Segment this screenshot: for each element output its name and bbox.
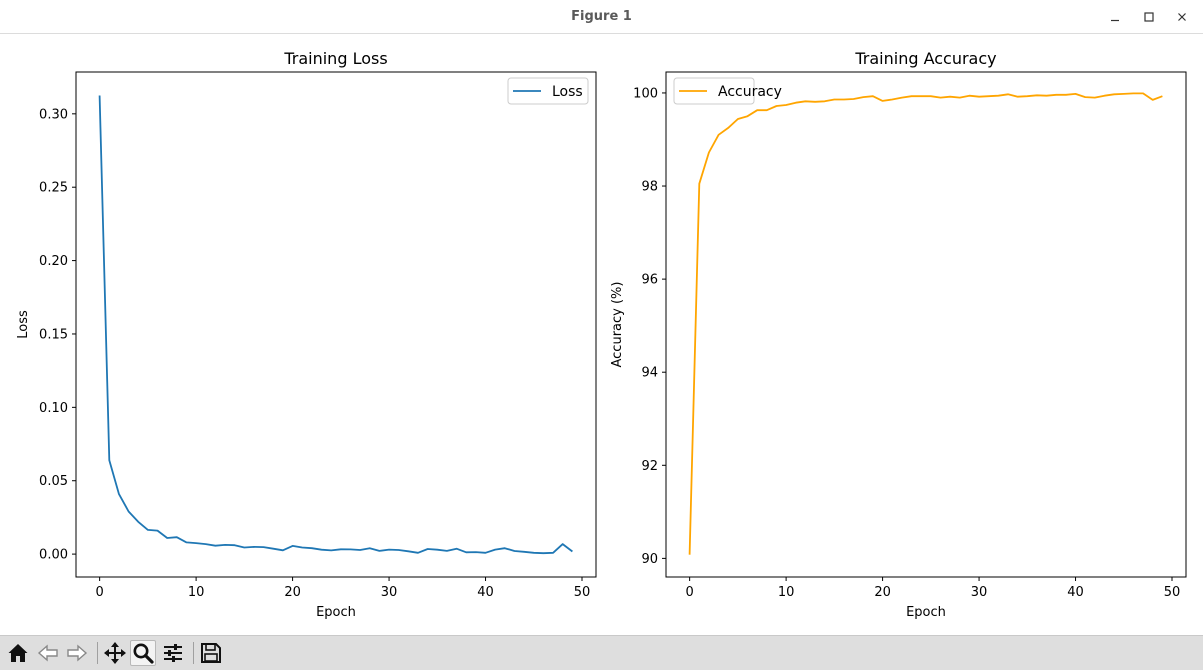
chart2-xtick-label: 0 bbox=[685, 585, 693, 600]
chart2-ytick-label: 92 bbox=[641, 459, 658, 474]
chart1-xtick-label: 20 bbox=[284, 585, 301, 600]
maximize-icon[interactable] bbox=[1138, 6, 1160, 28]
chart1-xlabel: Epoch bbox=[316, 605, 356, 620]
chart1-axes-frame bbox=[75, 71, 597, 578]
chart2-xtick-label: 40 bbox=[1067, 585, 1084, 600]
chart1-series-line-loss bbox=[98, 95, 573, 555]
chart1-legend-box bbox=[507, 77, 589, 105]
navigation-toolbar bbox=[0, 635, 1203, 670]
zoom-icon[interactable] bbox=[130, 640, 156, 666]
save-icon[interactable] bbox=[198, 640, 224, 666]
chart2-xtick-label: 50 bbox=[1164, 585, 1181, 600]
chart1-ytick-label: 0.15 bbox=[39, 327, 68, 342]
chart2-xlabel: Epoch bbox=[906, 605, 946, 620]
chart2-ytick-label: 90 bbox=[641, 552, 658, 567]
chart1-title: Training Loss bbox=[283, 49, 387, 68]
toolbar-separator bbox=[97, 642, 98, 664]
chart2-ytick-label: 98 bbox=[641, 180, 658, 195]
chart1-xtick-label: 30 bbox=[381, 585, 398, 600]
chart1-ylabel: Loss bbox=[16, 310, 31, 339]
chart2-series-line-accuracy bbox=[688, 92, 1163, 555]
chart1-xtick-label: 50 bbox=[574, 585, 591, 600]
chart2-ylabel: Accuracy (%) bbox=[610, 282, 625, 368]
pan-icon[interactable] bbox=[102, 640, 128, 666]
minimize-icon[interactable] bbox=[1104, 6, 1126, 28]
chart2-legend-label: Accuracy bbox=[718, 84, 782, 100]
chart1-ytick-label: 0.05 bbox=[39, 474, 68, 489]
close-icon[interactable] bbox=[1171, 6, 1193, 28]
chart1-ytick-label: 0.00 bbox=[39, 548, 68, 563]
chart1-xtick-label: 10 bbox=[188, 585, 205, 600]
figure-canvas[interactable]: Training Loss 0 10 20 30 40 50 0.00 0.05 0.10 0.15… bbox=[0, 34, 1203, 635]
chart2-xtick-label: 10 bbox=[778, 585, 795, 600]
back-icon[interactable] bbox=[35, 640, 61, 666]
forward-icon[interactable] bbox=[64, 640, 90, 666]
toolbar-separator bbox=[193, 642, 194, 664]
chart1-ytick-label: 0.30 bbox=[39, 107, 68, 122]
chart1-ytick-label: 0.10 bbox=[39, 401, 68, 416]
window-title: Figure 1 bbox=[571, 9, 632, 24]
chart2-ytick-label: 96 bbox=[641, 273, 658, 288]
chart2-xtick-label: 30 bbox=[971, 585, 988, 600]
chart1-xtick-label: 40 bbox=[477, 585, 494, 600]
figure-svg: Training Loss 0 10 20 30 40 50 0.00 0.05 0.10 0.15… bbox=[16, 49, 1187, 620]
chart1-ytick-label: 0.20 bbox=[39, 254, 68, 269]
chart2-ytick-label: 94 bbox=[641, 366, 658, 381]
chart2-legend-box bbox=[673, 77, 755, 105]
chart2-title: Training Accuracy bbox=[854, 49, 996, 68]
chart1-xtick-label: 0 bbox=[95, 585, 103, 600]
chart1-ytick-label: 0.25 bbox=[39, 181, 68, 196]
chart2-ytick-label: 100 bbox=[633, 86, 658, 101]
window-titlebar: Figure 1 bbox=[0, 0, 1203, 34]
configure-subplots-icon[interactable] bbox=[160, 640, 186, 666]
home-icon[interactable] bbox=[5, 640, 31, 666]
chart2-axes-frame bbox=[665, 71, 1187, 578]
chart1-legend-label: Loss bbox=[552, 84, 583, 100]
chart2-xtick-label: 20 bbox=[874, 585, 891, 600]
